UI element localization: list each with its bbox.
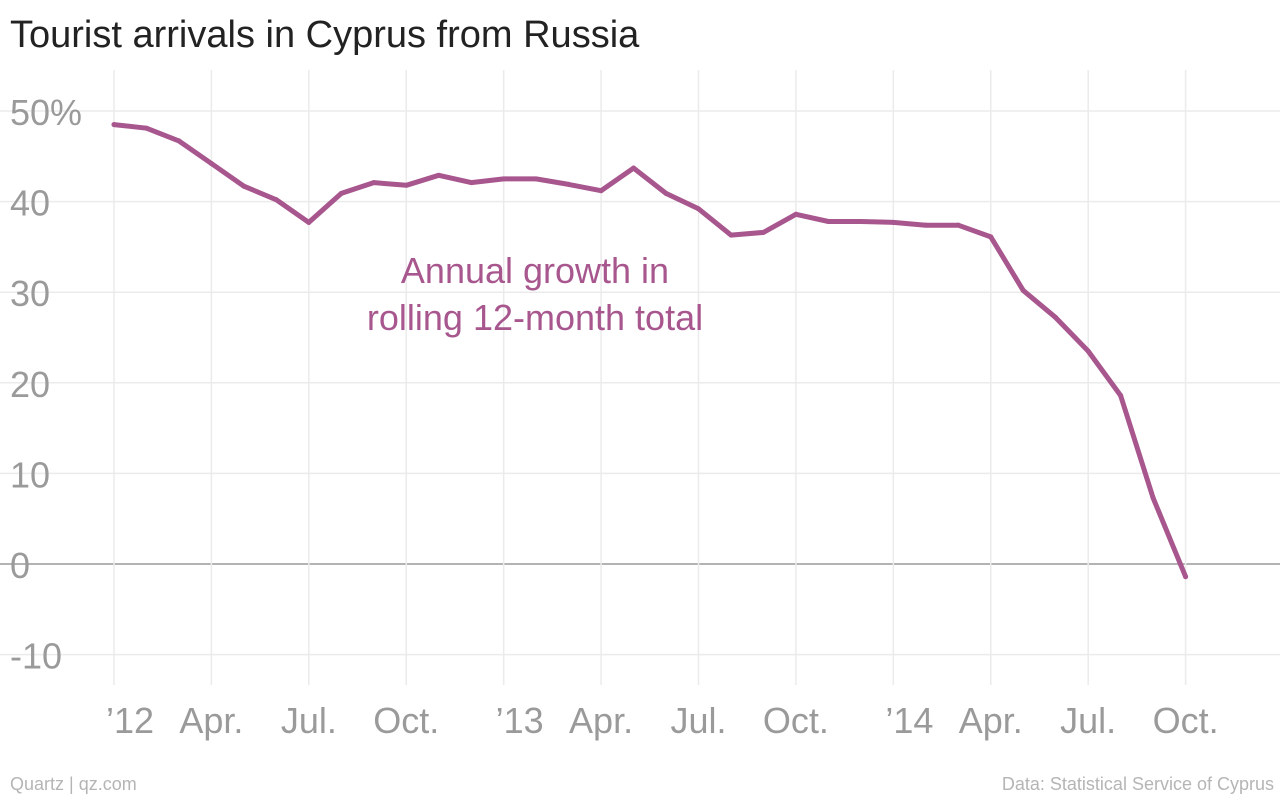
data-point [533,176,539,182]
data-point [663,190,669,196]
data-point [501,176,507,182]
y-tick-label: 10 [10,454,50,495]
data-point [241,183,247,189]
data-point [273,197,279,203]
x-tick-label: Oct. [1153,700,1219,741]
data-point [598,188,604,194]
x-tick-label: Apr. [569,700,633,741]
y-tick-label: 20 [10,364,50,405]
grid-layer [0,70,1280,685]
x-tick-label: Oct. [763,700,829,741]
data-point [1118,392,1124,398]
data-point [923,222,929,228]
data-point [1020,287,1026,293]
footer-source-left: Quartz | qz.com [10,774,137,794]
data-point [890,219,896,225]
data-point [1183,574,1189,580]
x-tick-label: Oct. [373,700,439,741]
x-tick-label: ’14 [885,700,933,741]
annotation-text: Annual growth in [401,250,669,291]
x-tick-label: Apr. [179,700,243,741]
data-point [825,219,831,225]
data-point [436,172,442,178]
y-tick-label: 30 [10,273,50,314]
chart-title: Tourist arrivals in Cyprus from Russia [10,14,640,56]
footer-source-right: Data: Statistical Service of Cyprus [1001,774,1274,794]
data-point [793,211,799,217]
data-point [988,234,994,240]
data-point [338,190,344,196]
x-tick-label: Jul. [281,700,337,741]
data-point [631,165,637,171]
data-point [566,181,572,187]
data-point [728,232,734,238]
x-tick-label: ’13 [496,700,544,741]
data-point [955,222,961,228]
x-tick-label: Jul. [1060,700,1116,741]
y-tick-label: -10 [10,636,62,677]
annotation-layer: Annual growth in rolling 12-month total [367,250,703,338]
series-line [111,122,1189,580]
data-point [468,180,474,186]
y-axis-ticks: 50% 40 30 20 10 0 -10 [10,92,82,677]
data-point [208,161,214,167]
series-layer [111,122,1189,580]
x-tick-label: Jul. [670,700,726,741]
data-point [403,182,409,188]
data-point [1150,495,1156,501]
y-tick-label: 40 [10,183,50,224]
data-point [111,122,117,128]
data-point [1085,348,1091,354]
data-point [371,180,377,186]
data-point [1053,315,1059,321]
data-point [176,138,182,144]
data-point [143,125,149,131]
data-point [760,229,766,235]
y-tick-label: 0 [10,545,30,586]
data-point [306,219,312,225]
data-point [696,206,701,212]
x-tick-label: ’12 [106,700,154,741]
annotation-text: rolling 12-month total [367,297,703,338]
x-axis-ticks: ’12 Apr. Jul. Oct. ’13 Apr. Jul. Oct. ’14 Apr. Jul… [106,700,1219,741]
y-tick-label: 50% [10,92,82,133]
x-tick-label: Apr. [959,700,1023,741]
data-point [858,219,864,225]
